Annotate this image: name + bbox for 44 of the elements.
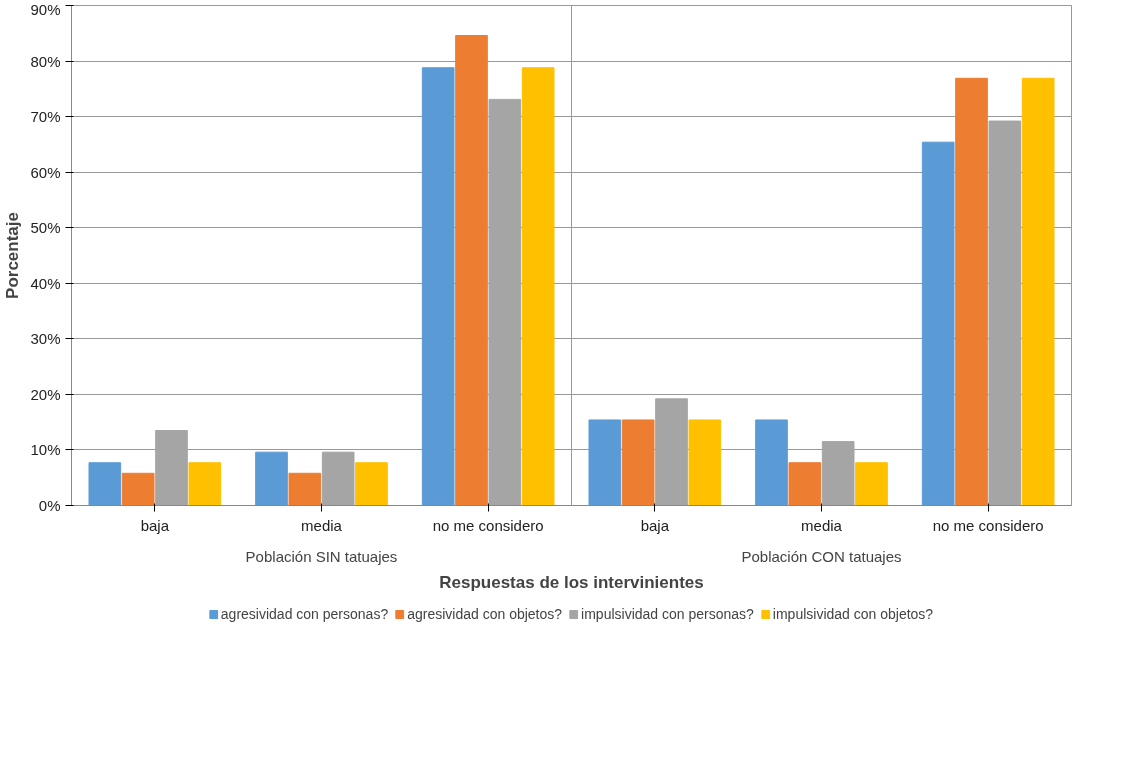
x-tick-label: media xyxy=(301,516,343,534)
bar xyxy=(921,141,955,506)
bar xyxy=(188,462,222,506)
bar xyxy=(1021,77,1055,506)
bar xyxy=(855,462,888,506)
bar xyxy=(355,462,388,506)
y-tick-label: 70% xyxy=(30,108,61,126)
bar xyxy=(88,462,122,506)
x-tick-label: baja xyxy=(640,516,670,534)
x-axis-title: Respuestas de los intervinientes xyxy=(439,572,704,592)
bar xyxy=(421,67,455,506)
bar xyxy=(588,419,622,506)
text: Población CON tatuajes xyxy=(741,547,902,565)
bar xyxy=(788,462,822,506)
x-tick-label: baja xyxy=(140,516,170,534)
bar xyxy=(521,67,555,506)
x-tick-label: no me considero xyxy=(932,516,1044,534)
y-tick-label: 0% xyxy=(38,497,61,514)
bar xyxy=(321,451,355,506)
y-axis-title: Porcentaje xyxy=(3,212,23,299)
bar xyxy=(655,398,688,506)
y-tick-label: 30% xyxy=(30,330,61,348)
bar xyxy=(688,419,722,506)
y-tick-label: 90% xyxy=(30,0,61,18)
bar xyxy=(121,472,155,506)
legend-label: impulsividad con personas? xyxy=(581,606,754,622)
y-tick-label: 60% xyxy=(30,163,61,181)
y-tick-label: 20% xyxy=(30,385,61,403)
y-tick-label: 80% xyxy=(30,52,61,70)
x-tick-label: media xyxy=(801,516,843,534)
legend-label: impulsividad con objetos? xyxy=(772,606,934,622)
legend-label: agresividad con objetos? xyxy=(407,606,563,622)
y-tick-label: 50% xyxy=(30,219,61,237)
bar xyxy=(255,451,288,506)
bar xyxy=(288,472,322,506)
text: Población SIN tatuajes xyxy=(245,547,398,565)
x-tick-label: no me considero xyxy=(432,516,544,534)
bar xyxy=(955,77,988,506)
bar xyxy=(755,419,788,506)
bar xyxy=(455,35,488,506)
y-tick-label: 40% xyxy=(30,274,61,292)
y-tick-label: 10% xyxy=(30,441,61,459)
bar xyxy=(621,419,655,506)
legend-label: agresividad con personas? xyxy=(220,606,389,622)
